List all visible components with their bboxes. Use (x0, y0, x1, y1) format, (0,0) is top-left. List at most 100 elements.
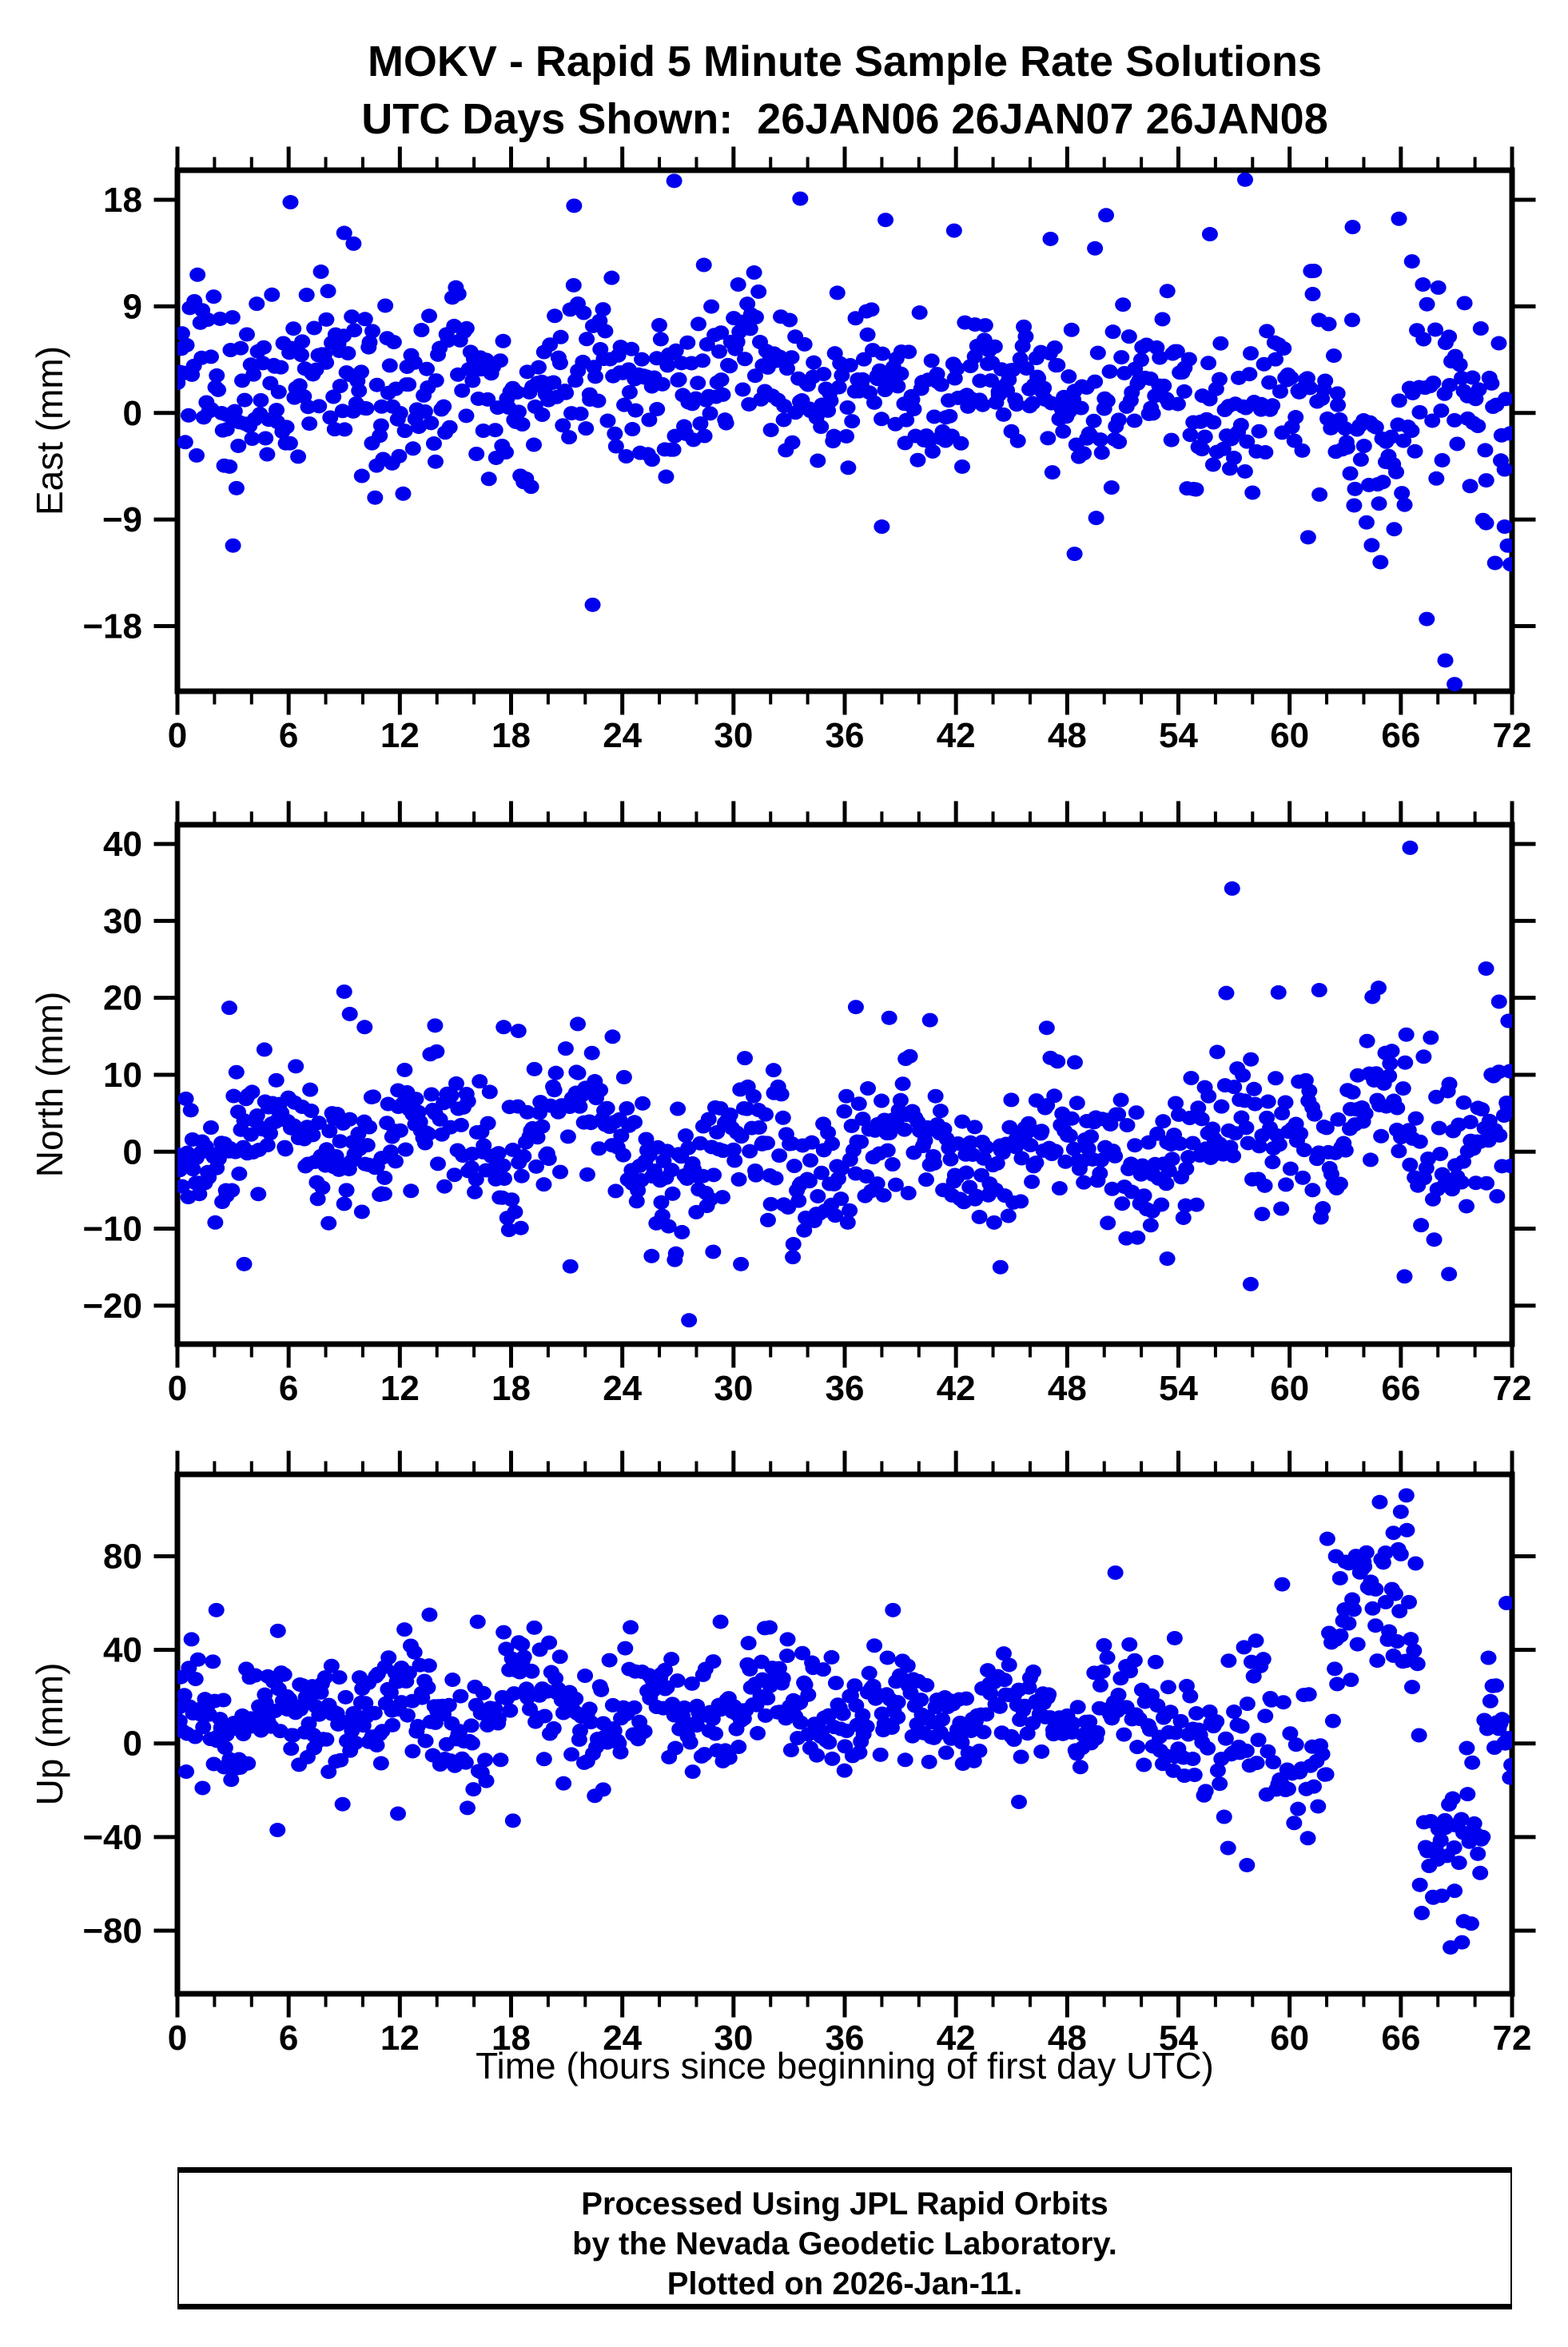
data-point (590, 393, 607, 408)
data-point (1096, 1637, 1112, 1653)
data-point (962, 1135, 979, 1150)
data-point (621, 384, 638, 400)
data-point (858, 1719, 875, 1734)
data-point (1362, 1152, 1379, 1168)
data-point (1441, 329, 1458, 344)
data-point (1427, 322, 1444, 337)
y-tick-label: 20 (103, 979, 142, 1018)
data-point (1337, 421, 1354, 436)
data-point (892, 1092, 909, 1108)
data-point (784, 435, 801, 450)
data-point (810, 1188, 826, 1203)
data-point (840, 460, 857, 475)
data-point (318, 355, 335, 370)
data-point (1049, 1054, 1066, 1069)
data-point (712, 1614, 729, 1629)
data-point (676, 1700, 693, 1715)
data-point (1503, 1757, 1512, 1772)
data-point (514, 417, 531, 432)
data-point (783, 350, 800, 365)
data-point (1415, 277, 1431, 292)
north-panel: 0 6 12 18 24 30 36 42 48 54 60 66 72 40 30 20 10 0 −10 −20 N… (29, 801, 1536, 1408)
data-point (1047, 1144, 1064, 1159)
data-point (690, 376, 706, 391)
data-point (464, 373, 481, 388)
data-point (336, 984, 352, 999)
x-tick-label: 72 (1493, 716, 1532, 755)
data-point (966, 1120, 983, 1135)
x-tick-label: 12 (380, 716, 420, 755)
data-point (392, 405, 408, 420)
data-point (225, 538, 241, 553)
data-point (1453, 1175, 1470, 1190)
data-point (771, 349, 788, 364)
data-point (1346, 498, 1363, 513)
data-point (1144, 406, 1161, 421)
data-point (1176, 384, 1192, 399)
data-point (1073, 400, 1089, 416)
data-point (813, 420, 830, 435)
data-point (552, 329, 569, 344)
data-point (1260, 1744, 1276, 1759)
data-point (1212, 1776, 1228, 1792)
data-point (400, 377, 417, 392)
data-point (1459, 1199, 1475, 1214)
data-point (898, 412, 915, 428)
data-point (390, 1806, 407, 1821)
data-point (1386, 522, 1403, 537)
data-point (285, 321, 302, 336)
data-point (1502, 1064, 1512, 1079)
data-point (1011, 1794, 1028, 1809)
data-point (1256, 1178, 1273, 1193)
data-point (1162, 1705, 1179, 1720)
data-point (1296, 1143, 1313, 1158)
data-point (1190, 1100, 1207, 1116)
data-point (1310, 1799, 1327, 1814)
data-point (733, 1256, 750, 1271)
data-point (836, 1763, 853, 1778)
data-point (460, 1094, 476, 1109)
data-point (269, 1823, 286, 1838)
data-point (991, 1699, 1008, 1714)
data-point (356, 312, 373, 327)
data-point (623, 1620, 639, 1635)
data-point (1490, 336, 1507, 351)
data-point (1480, 1650, 1497, 1665)
data-point (236, 1113, 253, 1128)
data-point (562, 1259, 579, 1274)
data-point (866, 395, 883, 410)
data-point (1324, 1713, 1341, 1728)
data-point (293, 348, 310, 363)
data-point (570, 1065, 587, 1080)
data-point (759, 1212, 776, 1227)
east-x-tick-labels: 0 6 12 18 24 30 36 42 48 54 60 66 72 (168, 716, 1532, 755)
data-point (1278, 1177, 1295, 1192)
data-point (480, 1116, 496, 1131)
data-point (1389, 1634, 1406, 1649)
footer-line-2: by the Nevada Geodetic Laboratory. (572, 2226, 1117, 2261)
data-point (1122, 1664, 1139, 1679)
data-point (667, 343, 684, 358)
data-point (244, 432, 261, 447)
data-point (884, 1157, 901, 1172)
data-point (223, 1772, 240, 1788)
data-point (293, 1701, 309, 1716)
data-point (850, 1096, 867, 1112)
data-point (396, 424, 413, 439)
data-point (1025, 396, 1041, 411)
x-tick-label: 54 (1159, 2019, 1198, 2058)
data-point (423, 1087, 440, 1102)
data-point (411, 420, 428, 435)
data-point (400, 1665, 417, 1681)
data-point (700, 1112, 717, 1127)
y-tick-label: −9 (102, 500, 142, 539)
data-point (775, 412, 792, 428)
data-point (854, 1708, 871, 1723)
data-point (467, 1184, 484, 1199)
data-point (425, 436, 442, 451)
data-point (547, 1065, 564, 1080)
data-point (1317, 373, 1334, 388)
data-point (199, 312, 216, 328)
data-point (1474, 1102, 1490, 1117)
data-point (658, 469, 675, 484)
